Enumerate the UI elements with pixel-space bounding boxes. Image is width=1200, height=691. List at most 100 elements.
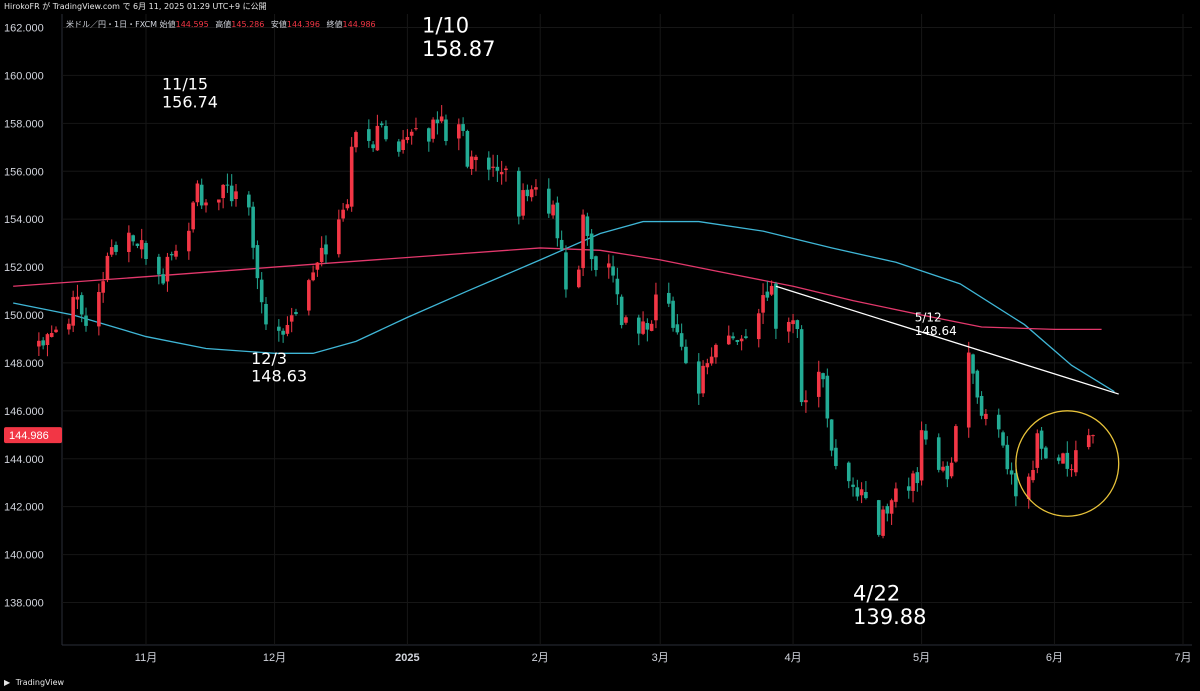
candle [739,335,744,351]
candle [97,283,101,336]
candle [397,138,401,157]
candle-body [1086,435,1091,448]
candle [624,315,628,325]
candle [307,278,311,316]
candle [709,347,714,366]
candle-body [371,144,375,149]
candle-body [225,184,230,186]
candle [885,503,890,522]
candle-body [671,300,675,328]
candle-body [345,204,350,209]
candle-body [705,363,710,368]
candle [264,297,268,330]
candle [427,127,431,152]
candle-body [1069,469,1074,471]
symbol-label: 米ドル／円・1日・FXCM [66,20,158,29]
candle [555,196,560,247]
candle [504,165,508,182]
candle [761,283,765,324]
candle [829,419,834,457]
candle-body [319,247,324,263]
candle [217,199,221,211]
candle [859,482,864,504]
candle [924,424,928,445]
candle [1031,460,1035,483]
price-tick-label: 162.000 [4,23,44,35]
price-tick-label: 148.000 [4,358,44,370]
close-label: 終値 [326,20,343,29]
candle-body [1039,430,1044,449]
low-value: 144.396 [286,20,320,29]
candle [401,130,405,154]
candle-body [846,462,851,482]
candle-body [761,295,765,313]
candle-body [735,339,740,342]
candle [1026,473,1031,509]
candle-body [795,320,800,329]
candle-body [289,315,294,322]
candle [191,200,195,233]
candle [645,318,650,342]
candle [439,105,444,124]
candle [894,482,898,508]
candle-body [979,395,984,416]
candle [911,470,915,503]
candle [375,114,380,151]
open-label: 始値 [159,20,176,29]
candle-body [294,312,298,315]
price-tick-label: 158.000 [4,118,44,130]
candle [474,154,478,172]
candle [131,234,135,246]
candle [589,229,594,271]
candle-body [521,190,525,216]
candle-body [649,323,654,331]
candle-body [1074,450,1078,473]
price-axis: 162.000 160.000 158.000 156.000 154.000 152.0… [4,23,62,610]
tradingview-logo-icon[interactable]: ▶ [4,678,11,687]
candle [581,209,585,277]
annotation-date: 4/22 [853,581,900,605]
candle-body [79,295,84,315]
candle-body [487,157,491,170]
candle [525,184,530,202]
candle [345,199,350,211]
candle [1014,468,1018,507]
time-tick-label: 4月 [784,652,801,664]
candle [161,268,165,286]
price-chart[interactable]: 162.000 160.000 158.000 156.000 154.000 152.0… [0,14,1200,675]
candle [225,173,230,193]
candle [71,290,75,333]
candle-body [439,116,444,122]
candle [666,282,671,308]
candle [251,201,255,260]
candle [696,353,701,405]
candle-body [641,321,645,334]
candle-body [525,189,530,197]
candle [324,235,328,264]
candle [1035,429,1040,474]
candle-body [791,320,795,325]
candle-body [624,317,628,323]
candle [495,154,500,182]
candle-body [589,233,594,260]
candle-body [594,256,598,270]
brand-label[interactable]: TradingView [15,678,65,687]
annotation-price: 156.74 [162,92,218,111]
candle-body [405,137,410,141]
candle [1005,436,1010,475]
candle-body [54,329,58,333]
candle-body [739,338,744,342]
candle-body [679,333,684,347]
price-tick-label: 156.000 [4,166,44,178]
candle [684,339,688,365]
candle-body [247,194,251,208]
candle [846,461,851,489]
candle-body [1065,452,1070,469]
candle [277,319,281,342]
price-tick-label: 146.000 [4,406,44,418]
candle [979,391,984,420]
candle-body [769,285,774,295]
candle-body [375,125,380,151]
candle [281,328,285,343]
candle [594,255,598,277]
